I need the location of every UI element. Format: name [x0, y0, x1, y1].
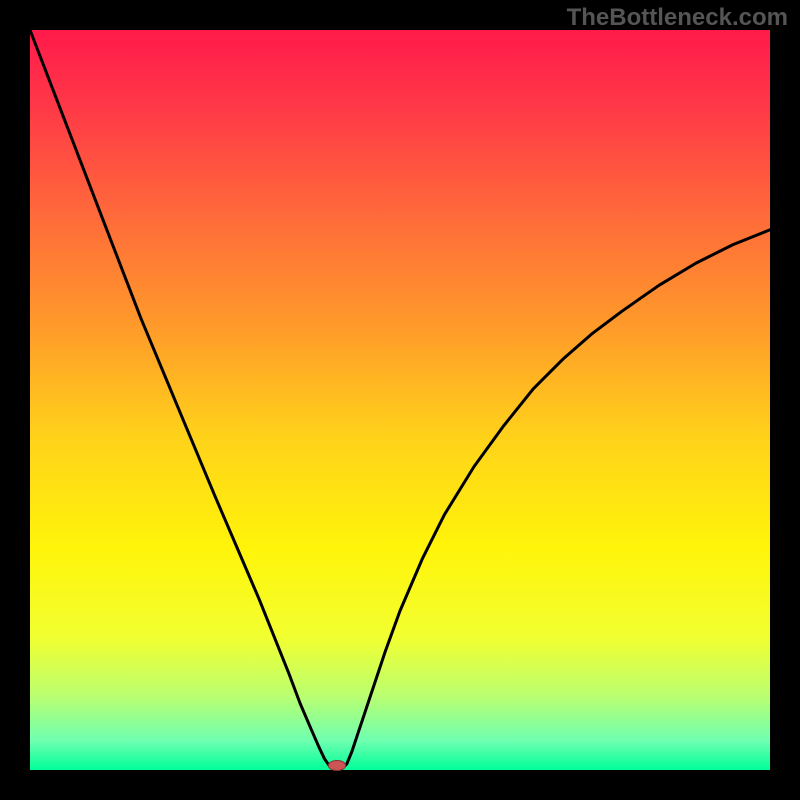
gradient-background: [30, 30, 770, 770]
chart-container: TheBottleneck.com: [0, 0, 800, 800]
optimal-point-marker: [328, 760, 346, 770]
plot-area: [30, 30, 770, 770]
watermark-text: TheBottleneck.com: [567, 4, 788, 32]
